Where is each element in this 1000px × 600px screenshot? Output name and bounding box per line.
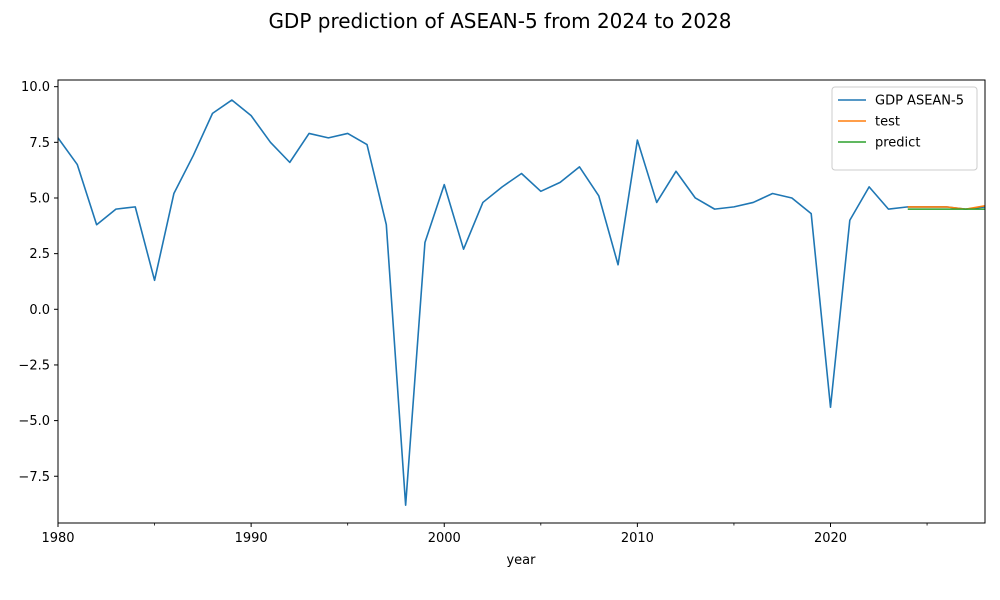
x-tick-label: 2020 (814, 531, 847, 546)
y-tick-label: 0.0 (29, 303, 50, 318)
y-tick-label: 10.0 (21, 80, 50, 95)
y-tick-label: −5.0 (18, 414, 50, 429)
y-tick-label: 2.5 (29, 247, 50, 262)
x-tick-label: 1980 (41, 531, 74, 546)
legend-box (831, 86, 978, 171)
series-layer (58, 99, 985, 506)
chart-title: GDP prediction of ASEAN-5 from 2024 to 2… (268, 9, 731, 33)
series-line-test (907, 204, 985, 210)
y-tick-label: −2.5 (18, 358, 50, 373)
y-axis: 10.0 7.5 5.0 2.5 0.0 −2.5 −5.0 −7.5 (18, 80, 58, 485)
y-tick-label: −7.5 (18, 470, 50, 485)
legend-label-gdp-asean-5: GDP ASEAN-5 (875, 94, 964, 109)
series-line-gdp-asean-5 (58, 99, 985, 506)
x-tick-label: 1990 (235, 531, 268, 546)
plot-frame (57, 79, 986, 524)
x-axis: 1980 1990 2000 2010 2020 (41, 523, 928, 546)
legend-label-predict: predict (875, 136, 920, 151)
legend: GDP ASEAN-5 test predict (831, 86, 978, 171)
x-axis-label: year (506, 553, 536, 568)
x-tick-label: 2010 (621, 531, 654, 546)
y-tick-label: 5.0 (29, 191, 50, 206)
x-tick-label: 2000 (428, 531, 461, 546)
y-tick-label: 7.5 (29, 136, 50, 151)
legend-label-test: test (875, 115, 900, 130)
